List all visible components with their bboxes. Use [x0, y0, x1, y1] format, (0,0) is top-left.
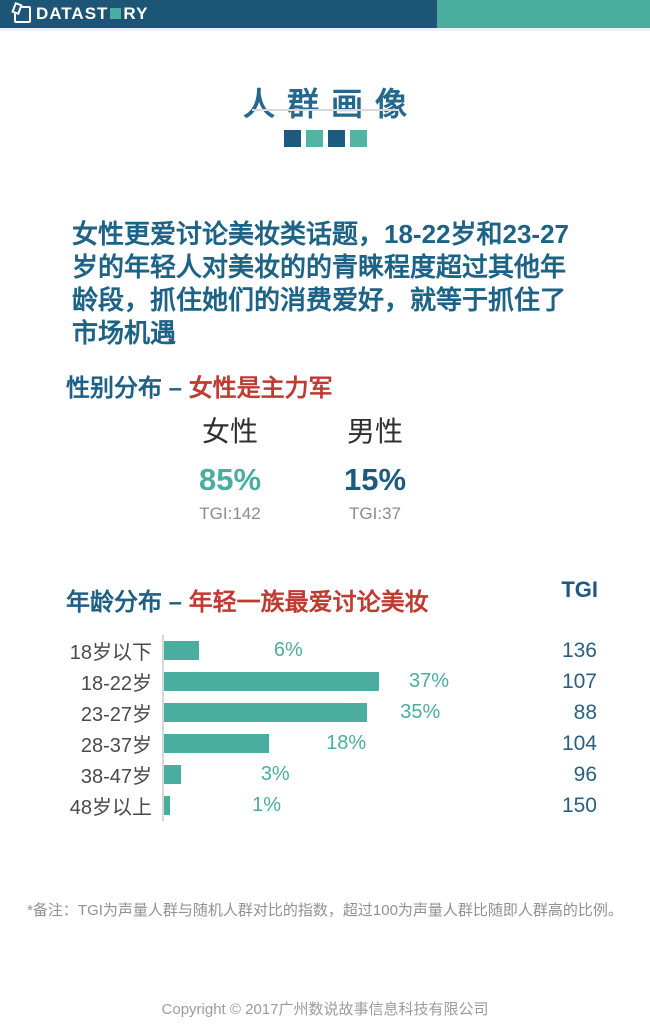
value-bar: [164, 703, 368, 722]
datastory-logo: DATAST RY: [14, 4, 148, 24]
decor-square: [327, 130, 345, 147]
tgi-value: 136: [561, 638, 597, 662]
tgi-value: 150: [561, 793, 597, 817]
age-category-label: 38-47岁: [80, 766, 152, 788]
gender-label: 女性: [201, 416, 258, 447]
decor-square: [283, 130, 301, 147]
value-label: 3%: [260, 763, 290, 785]
bar-area: 3%: [162, 759, 522, 790]
gender-stat-male: 男性 15% TGI:37: [310, 410, 440, 524]
value-label: 35%: [400, 701, 441, 723]
bar-area: 18%: [162, 728, 522, 759]
gender-section-heading: 性别分布 – 女性是主力军: [66, 368, 333, 403]
value-bar: [164, 796, 170, 815]
logo-text-suffix: RY: [123, 4, 149, 23]
gender-heading-highlight: 女性是主力军: [188, 374, 333, 402]
logo-text-prefix: DATAST: [36, 4, 109, 23]
chart-row: 48岁以上 1% 150: [38, 790, 612, 821]
logo-square-icon: [110, 8, 122, 19]
tgi-value: 107: [561, 669, 597, 693]
chart-row: 23-27岁 35% 88: [38, 697, 612, 728]
value-bar: [164, 734, 269, 753]
top-bar-main: DATAST RY: [0, 0, 437, 28]
tgi-column-header: TGI: [561, 577, 598, 602]
gender-label: 男性: [346, 416, 403, 447]
age-bar-chart: 18岁以下 6% 136 18-22岁 37% 107 23-27岁 35% 88 28-37岁 1…: [38, 635, 612, 821]
gender-heading-prefix: 性别分布 –: [66, 374, 189, 402]
top-bar: DATAST RY: [0, 0, 650, 28]
age-category-label: 28-37岁: [80, 735, 152, 757]
age-category-label: 48岁以上: [69, 797, 152, 819]
value-label: 1%: [252, 794, 281, 816]
chart-row: 18-22岁 37% 107: [38, 666, 612, 697]
chart-row: 28-37岁 18% 104: [38, 728, 612, 759]
decor-square: [349, 130, 367, 147]
age-section-heading: 年龄分布 – 年轻一族最爱讨论美妆: [66, 582, 429, 617]
value-bar: [164, 672, 379, 691]
top-bar-accent-strip: [437, 0, 650, 28]
age-heading-prefix: 年龄分布 –: [66, 588, 189, 616]
footnote: *备注：TGI为声量人群与随机人群对比的指数，超过100为声量人群比随即人群高的…: [27, 902, 623, 919]
chart-row: 38-47岁 3% 96: [38, 759, 612, 790]
gender-tgi: TGI:37: [349, 504, 401, 523]
value-label: 18%: [326, 732, 367, 754]
age-category-label: 18岁以下: [69, 642, 152, 664]
age-heading-highlight: 年轻一族最爱讨论美妆: [188, 588, 429, 616]
title-divider: [252, 109, 398, 111]
title-decor-squares: [0, 130, 650, 147]
gender-value: 15%: [343, 462, 407, 497]
bar-area: 37%: [162, 666, 522, 697]
chart-row: 18岁以下 6% 136: [38, 635, 612, 666]
page-title: 人群画像: [242, 86, 419, 123]
bar-area: 6%: [162, 635, 522, 666]
tgi-value: 96: [573, 762, 597, 786]
decor-square: [305, 130, 323, 147]
gender-stat-female: 女性 85% TGI:142: [165, 410, 295, 524]
tgi-value: 88: [573, 700, 597, 724]
gender-value: 85%: [198, 462, 262, 497]
logo-text: DATAST RY: [36, 4, 148, 24]
tgi-value: 104: [561, 731, 597, 755]
gender-tgi: TGI:142: [199, 504, 261, 523]
value-label: 37%: [409, 670, 450, 692]
bar-area: 35%: [162, 697, 522, 728]
top-bar-underline: [0, 28, 650, 31]
bar-area: 1%: [162, 790, 522, 821]
value-label: 6%: [273, 639, 303, 661]
value-bar: [164, 641, 199, 660]
age-category-label: 18-22岁: [80, 673, 152, 695]
datastory-logo-icon: [14, 5, 31, 23]
value-bar: [164, 765, 182, 784]
intro-paragraph: 女性更爱讨论美妆类话题，18-22岁和23-27岁的年轻人对美妆的的青睐程度超过…: [72, 219, 569, 348]
age-category-label: 23-27岁: [80, 704, 152, 726]
copyright: Copyright © 2017广州数说故事信息科技有限公司: [161, 1001, 489, 1018]
